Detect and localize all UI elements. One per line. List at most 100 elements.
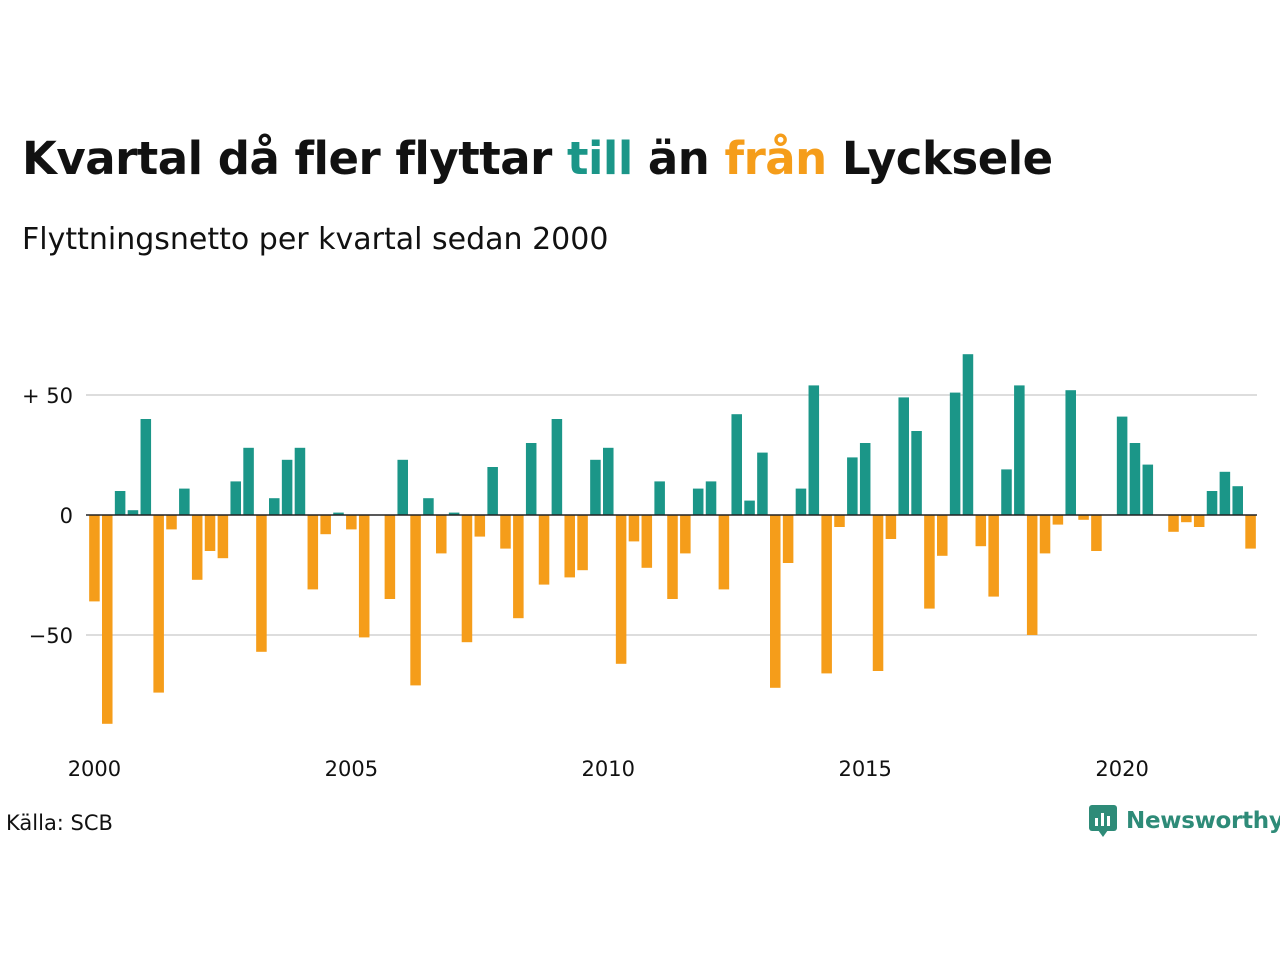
bar-negative [153, 515, 164, 693]
bar-positive [847, 457, 858, 515]
bar-negative [307, 515, 319, 590]
bar-negative [1168, 515, 1179, 532]
bar-positive [1065, 390, 1076, 515]
bar-negative [885, 515, 897, 539]
bar-negative [1245, 515, 1256, 549]
bar-positive [423, 498, 434, 515]
bar-negative [166, 515, 177, 530]
bar-negative [628, 515, 640, 542]
bar-negative [102, 515, 113, 724]
x-tick-label: 2005 [325, 757, 378, 781]
bar-positive [705, 481, 717, 515]
bar-negative [436, 515, 447, 554]
bar-positive [294, 447, 306, 515]
bar-chart: + 50 0 −50 2000 2005 2010 2015 2020 [22, 354, 1257, 781]
bar-positive [1116, 416, 1128, 515]
bar-negative [513, 515, 524, 619]
bar-negative [346, 515, 357, 530]
bar-negative [89, 515, 100, 602]
bar-negative [770, 515, 781, 688]
bar-positive [243, 447, 254, 515]
bar-positive [230, 481, 241, 515]
bar-negative [872, 515, 884, 671]
bar-positive [898, 397, 909, 515]
bar-positive [1129, 443, 1141, 515]
bar-positive [1219, 471, 1231, 515]
bar-negative [718, 515, 730, 590]
newsworthy-logo-icon [1089, 805, 1117, 837]
title-part-3: Lycksele [826, 132, 1053, 185]
bar-negative [461, 515, 473, 643]
title-part-2: än [632, 132, 725, 185]
bar-positive [525, 443, 537, 515]
y-tick-label: + 50 [22, 384, 73, 408]
bar-positive [269, 498, 280, 515]
bar-negative [782, 515, 794, 563]
bar-positive [448, 512, 460, 515]
bar-positive [859, 443, 871, 515]
bar-negative [320, 515, 331, 535]
bar-negative [1193, 515, 1205, 527]
bar-negative [538, 515, 550, 585]
chart-title: Kvartal då fler flyttar till än från Lyc… [22, 132, 1053, 185]
bar-negative [975, 515, 987, 547]
bar-negative [1091, 515, 1102, 551]
bar-positive [551, 419, 563, 515]
bar-negative [680, 515, 691, 554]
bar-negative [641, 515, 653, 568]
bar-positive [281, 459, 293, 515]
brand-name: Newsworthy [1126, 808, 1280, 834]
chart-subtitle: Flyttningsnetto per kvartal sedan 2000 [22, 222, 609, 257]
bar-negative [191, 515, 203, 580]
source-note: Källa: SCB [6, 811, 113, 835]
bar-negative [924, 515, 935, 609]
x-axis-labels: 2000 2005 2010 2015 2020 [68, 757, 1149, 781]
x-tick-label: 2010 [582, 757, 635, 781]
bar-negative [988, 515, 999, 597]
y-axis-labels: + 50 0 −50 [22, 384, 73, 648]
bar-negative [667, 515, 678, 599]
bar-positive [114, 491, 126, 515]
bar-negative [1026, 515, 1038, 635]
bar-positive [808, 385, 820, 515]
bar-positive [1014, 385, 1025, 515]
bar-negative [564, 515, 575, 578]
bar-positive [1232, 486, 1243, 515]
bars [89, 354, 1256, 724]
bar-positive [757, 452, 768, 515]
bar-negative [474, 515, 486, 537]
bar-negative [217, 515, 229, 559]
bar-negative [204, 515, 216, 551]
bar-positive [731, 414, 742, 515]
bar-negative [1052, 515, 1064, 525]
bar-negative [615, 515, 627, 664]
x-tick-label: 2015 [838, 757, 891, 781]
bar-positive [487, 467, 498, 515]
bar-negative [500, 515, 511, 549]
bar-positive [603, 447, 614, 515]
bar-positive [962, 354, 974, 515]
bar-negative [384, 515, 396, 599]
bar-negative [577, 515, 588, 571]
bar-positive [127, 510, 139, 515]
bar-positive [744, 500, 755, 515]
y-tick-label: 0 [60, 504, 73, 528]
bar-negative [1039, 515, 1051, 554]
bar-positive [654, 481, 665, 515]
bar-positive [397, 459, 408, 515]
brand-logo: Newsworthy [1088, 803, 1280, 839]
bar-positive [1142, 464, 1154, 515]
x-tick-label: 2000 [68, 757, 121, 781]
bar-positive [795, 488, 807, 515]
bar-positive [179, 488, 190, 515]
bar-positive [1206, 491, 1218, 515]
bar-negative [410, 515, 421, 686]
x-tick-label: 2020 [1095, 757, 1148, 781]
gridlines [86, 394, 1257, 636]
bar-negative [1181, 515, 1192, 523]
bar-negative [834, 515, 845, 527]
bar-positive [949, 392, 961, 515]
bar-positive [692, 488, 704, 515]
title-highlight-in: till [566, 132, 633, 185]
bar-positive [333, 512, 344, 515]
